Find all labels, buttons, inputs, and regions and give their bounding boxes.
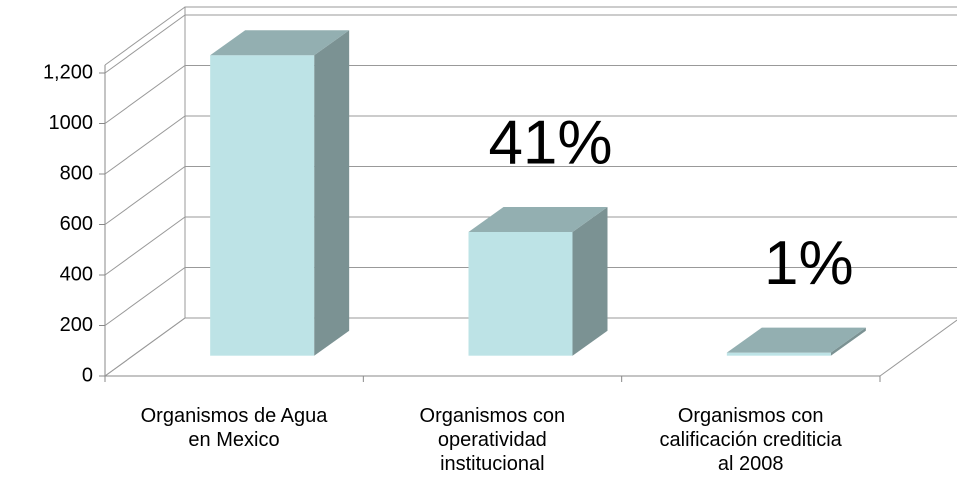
annotation: 41% <box>488 108 612 177</box>
bar-top <box>210 30 350 56</box>
grid-line <box>104 14 957 74</box>
bar <box>726 352 831 356</box>
y-tick-label: 1000 <box>49 112 94 134</box>
y-tick-label: 0 <box>82 364 93 386</box>
grid-line <box>104 317 957 377</box>
x-tick-label: Organismos de Agua en Mexico <box>140 405 328 451</box>
x-tick-label: Organismos con operatividad instituciona… <box>419 405 566 475</box>
bar-top <box>468 206 608 232</box>
bar-side <box>314 30 350 356</box>
y-tick-label: 200 <box>60 314 93 336</box>
annotation: 1% <box>764 229 854 298</box>
wall-edge <box>104 6 186 66</box>
grid-line <box>104 166 957 225</box>
y-tick-label: 400 <box>60 263 93 285</box>
bar <box>210 55 315 356</box>
x-tick-label: Organismos con calificación crediticia a… <box>659 405 842 475</box>
bar-top <box>726 327 866 353</box>
y-tick-label: 800 <box>60 162 93 184</box>
grid-line <box>104 216 957 276</box>
y-tick-label: 1,200 <box>43 61 93 83</box>
grid-line <box>104 65 957 124</box>
bar-side <box>572 206 608 356</box>
bar <box>468 231 573 356</box>
bar-side <box>830 327 866 356</box>
y-tick-label: 600 <box>60 213 93 235</box>
grid-line <box>104 115 957 175</box>
grid-line <box>104 267 957 326</box>
